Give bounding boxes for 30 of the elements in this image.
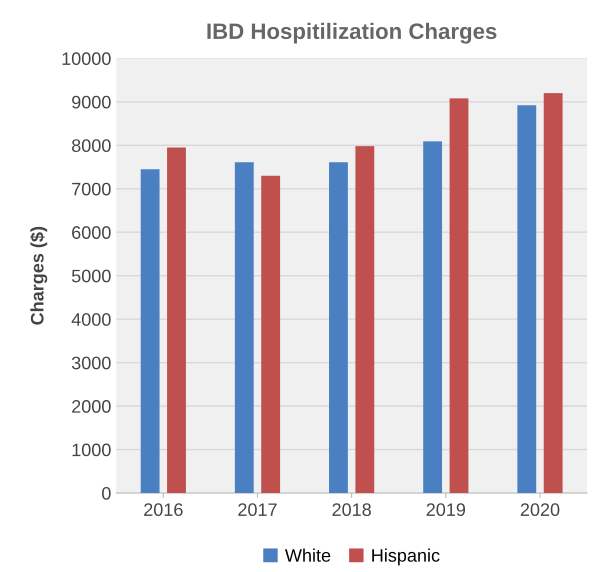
bar — [329, 162, 348, 494]
bar — [544, 93, 563, 494]
chart-title: IBD Hospitilization Charges — [207, 22, 496, 44]
y-tick-label: 4000 — [72, 313, 111, 326]
x-tick-label: 2020 — [520, 503, 560, 516]
x-tick-label: 2018 — [332, 503, 371, 516]
bar — [450, 98, 468, 494]
x-tick-label: 2019 — [426, 503, 466, 516]
y-tick-label: 1000 — [72, 444, 111, 456]
y-tick-label: 5000 — [72, 270, 111, 282]
x-tick-label: 2016 — [144, 503, 183, 516]
y-axis-title: Charges ($) — [30, 226, 48, 325]
y-tick-label: 10000 — [62, 52, 111, 66]
bar — [167, 147, 186, 494]
legend-label: Hispanic — [372, 548, 440, 566]
y-tick-label: 9000 — [72, 96, 111, 109]
y-tick-label: 3000 — [72, 356, 111, 370]
bar — [517, 105, 536, 494]
y-tick-label: 7000 — [72, 182, 111, 196]
bar — [234, 162, 254, 494]
y-tick-label: 6000 — [72, 226, 111, 239]
bar — [423, 141, 442, 494]
legend-label: White — [284, 548, 330, 562]
y-tick-label: 2000 — [72, 400, 111, 413]
bar — [261, 176, 280, 494]
bar — [355, 146, 374, 494]
y-tick-label: 0 — [102, 487, 111, 500]
bar — [140, 169, 160, 494]
x-tick-label: 2017 — [238, 503, 277, 516]
y-tick-label: 8000 — [72, 139, 111, 152]
